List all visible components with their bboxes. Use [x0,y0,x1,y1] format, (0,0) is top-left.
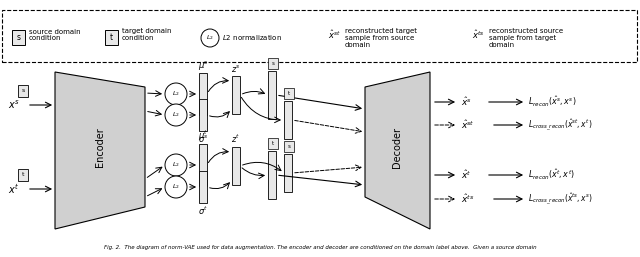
Text: $\hat{x}^s$: $\hat{x}^s$ [461,96,472,108]
Text: $L_{recon}(\hat{x}^s, x^s)$: $L_{recon}(\hat{x}^s, x^s)$ [528,95,577,109]
Circle shape [201,29,219,47]
Circle shape [165,176,187,198]
Text: $L_2$: $L_2$ [172,161,180,169]
Text: Encoder: Encoder [95,127,105,167]
Text: $L2$ normalization: $L2$ normalization [222,33,282,42]
Text: t: t [272,141,274,146]
Text: source domain
condition: source domain condition [29,29,81,41]
Text: $\hat{x}^{ts}$: $\hat{x}^{ts}$ [472,29,484,41]
FancyBboxPatch shape [284,88,294,99]
Text: $\hat{x}^{st}$: $\hat{x}^{st}$ [328,29,341,41]
Text: $\sigma^t$: $\sigma^t$ [198,205,208,217]
Text: $L_2$: $L_2$ [172,89,180,98]
FancyBboxPatch shape [284,101,292,139]
FancyBboxPatch shape [268,71,276,119]
Text: reconstructed target
sample from source
domain: reconstructed target sample from source … [345,28,417,48]
Text: t: t [22,172,24,178]
Text: s: s [271,61,275,66]
Text: $\hat{x}^{st}$: $\hat{x}^{st}$ [461,119,475,131]
Circle shape [165,104,187,126]
FancyBboxPatch shape [18,169,28,181]
FancyBboxPatch shape [12,30,25,45]
Text: $z^s$: $z^s$ [231,62,241,74]
Text: t: t [110,33,113,42]
Text: target domain
condition: target domain condition [122,29,172,41]
FancyBboxPatch shape [268,58,278,69]
Text: $\hat{x}^{ts}$: $\hat{x}^{ts}$ [461,193,474,205]
FancyBboxPatch shape [232,76,240,114]
FancyBboxPatch shape [2,10,637,62]
FancyBboxPatch shape [105,30,118,45]
Text: $L_2$: $L_2$ [172,111,180,120]
Text: $L_{cross\_recon}(\hat{x}^{ts}, x^s)$: $L_{cross\_recon}(\hat{x}^{ts}, x^s)$ [528,191,593,207]
Text: $L_{recon}(\hat{x}^t, x^t)$: $L_{recon}(\hat{x}^t, x^t)$ [528,168,575,182]
Circle shape [165,154,187,176]
FancyBboxPatch shape [199,73,207,115]
FancyBboxPatch shape [199,99,207,131]
FancyBboxPatch shape [268,151,276,199]
FancyBboxPatch shape [18,85,28,97]
Text: $L_2$: $L_2$ [172,182,180,191]
Text: $\mu^t$: $\mu^t$ [198,129,208,143]
FancyBboxPatch shape [199,171,207,203]
Text: $x^s$: $x^s$ [8,99,20,111]
Text: Fig. 2.  The diagram of norm-VAE used for data augmentation. The encoder and dec: Fig. 2. The diagram of norm-VAE used for… [104,244,536,250]
Text: $\mu^s$: $\mu^s$ [198,59,209,71]
Text: s: s [287,144,291,149]
Text: $\hat{x}^t$: $\hat{x}^t$ [461,169,471,181]
Circle shape [165,83,187,105]
Text: reconstructed source
sample from target
domain: reconstructed source sample from target … [489,28,563,48]
Text: s: s [17,33,20,42]
FancyBboxPatch shape [268,138,278,149]
Text: $x^t$: $x^t$ [8,182,20,196]
Polygon shape [365,72,430,229]
Text: t: t [288,91,290,96]
FancyBboxPatch shape [199,144,207,186]
FancyBboxPatch shape [284,141,294,152]
Text: $L_{cross\_recon}(\hat{x}^{st}, x^t)$: $L_{cross\_recon}(\hat{x}^{st}, x^t)$ [528,117,593,133]
Text: Decoder: Decoder [392,126,402,168]
FancyBboxPatch shape [284,154,292,192]
Polygon shape [55,72,145,229]
FancyBboxPatch shape [232,147,240,185]
Text: $\sigma^s$: $\sigma^s$ [198,133,209,144]
Text: $z^t$: $z^t$ [231,133,241,145]
Text: $L_2$: $L_2$ [206,34,214,42]
Text: s: s [21,88,24,94]
